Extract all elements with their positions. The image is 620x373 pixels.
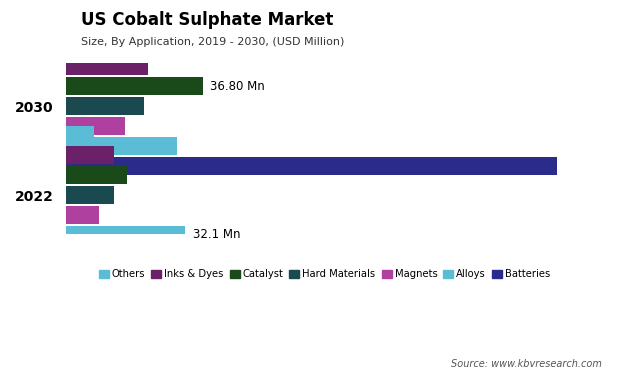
Text: 32.1 Mn: 32.1 Mn [193, 228, 240, 241]
Text: US Cobalt Sulphate Market: US Cobalt Sulphate Market [81, 11, 333, 29]
Bar [66, 146, 114, 164]
Text: Size, By Application, 2019 - 2030, (USD Million): Size, By Application, 2019 - 2030, (USD … [81, 37, 344, 47]
Legend: Others, Inks & Dyes, Catalyst, Hard Materials, Magnets, Alloys, Batteries: Others, Inks & Dyes, Catalyst, Hard Mate… [95, 265, 554, 283]
Bar [66, 97, 144, 115]
Bar [66, 57, 148, 75]
Text: Source: www.kbvresearch.com: Source: www.kbvresearch.com [451, 359, 601, 369]
Bar [66, 37, 114, 56]
Bar [66, 157, 557, 175]
Bar [66, 206, 99, 224]
Bar [66, 117, 125, 135]
Bar [66, 186, 114, 204]
Text: 36.80 Mn: 36.80 Mn [210, 79, 265, 93]
Bar [66, 137, 177, 155]
Bar [66, 126, 94, 144]
Bar [66, 246, 408, 264]
Bar [66, 77, 203, 95]
Bar [66, 166, 127, 184]
Bar [66, 226, 185, 244]
